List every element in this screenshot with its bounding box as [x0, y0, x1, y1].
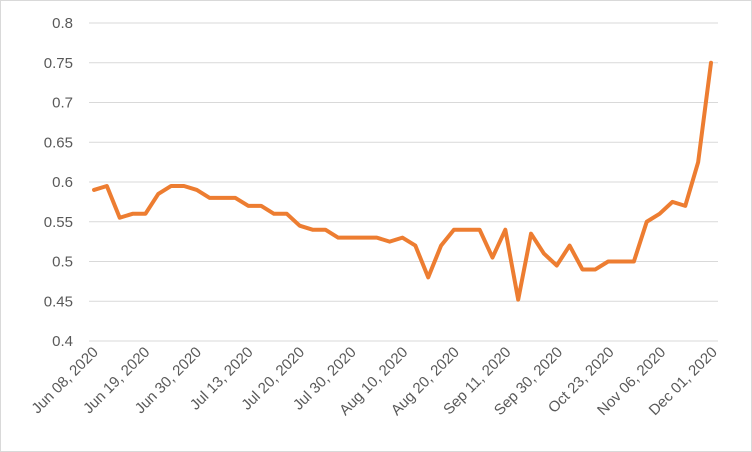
series-line	[92, 60, 713, 302]
y-axis-ticks: 0.4 0.45 0.5 0.55 0.6 0.65 0.7 0.75 0.8	[44, 15, 73, 350]
gridlines	[89, 22, 718, 342]
y-tick-label: 0.7	[52, 95, 73, 112]
y-tick-label: 0.4	[52, 333, 73, 350]
y-tick-label: 0.65	[44, 134, 73, 151]
y-tick-label: 0.45	[44, 293, 73, 310]
y-tick-label: 0.75	[44, 55, 73, 72]
series-layer	[92, 60, 713, 302]
y-tick-label: 0.55	[44, 214, 73, 231]
y-tick-label: 0.8	[52, 15, 73, 32]
y-tick-label: 0.6	[52, 174, 73, 191]
y-tick-label: 0.5	[52, 254, 73, 271]
